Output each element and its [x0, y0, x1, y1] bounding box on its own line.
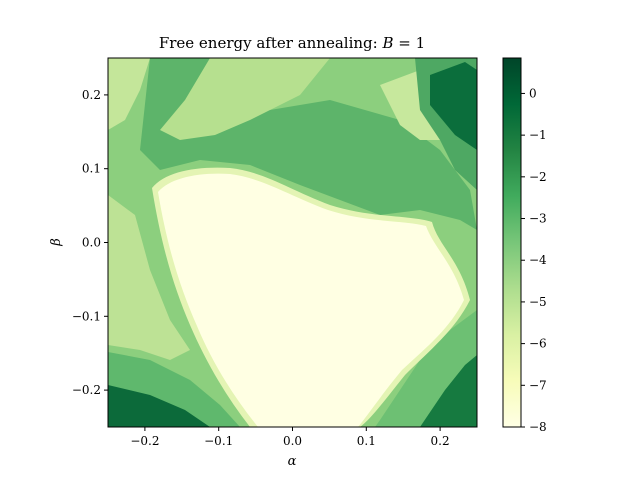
colorbar-tick-label: 0 — [529, 86, 537, 100]
region-upper-right-dark — [430, 62, 477, 150]
region-lower-right-dark — [420, 355, 477, 427]
colorbar-tick-label: −1 — [529, 128, 547, 142]
colorbar-tick-label: −5 — [529, 295, 547, 309]
x-tick-label: 0.2 — [431, 434, 450, 448]
y-tick-label: 0.0 — [82, 236, 101, 250]
x-tick-label: 0.1 — [357, 434, 376, 448]
x-axis-label: α — [288, 454, 297, 469]
x-tick-label: 0.0 — [283, 434, 302, 448]
colorbar-tick-label: −3 — [529, 212, 547, 226]
colorbar-tick-label: −8 — [529, 420, 547, 434]
y-tick-label: −0.1 — [72, 309, 101, 323]
x-tick-label: −0.2 — [130, 434, 159, 448]
chart-title-variable: B — [381, 34, 393, 52]
y-tick-label: −0.2 — [72, 383, 101, 397]
region-central-basin — [158, 173, 464, 427]
x-tick-label: −0.1 — [204, 434, 233, 448]
y-axis-ticks: −0.2 −0.1 0.0 0.1 0.2 — [72, 88, 108, 397]
colorbar-tick-label: −7 — [529, 378, 547, 392]
chart-title-suffix: = 1 — [394, 34, 426, 52]
y-tick-label: 0.2 — [82, 88, 101, 102]
colorbar-tick-label: −6 — [529, 337, 547, 351]
chart-title: Free energy after annealing: B = 1 — [159, 34, 425, 52]
region-left-light — [108, 195, 190, 360]
region-upper-ridge-light — [160, 58, 330, 140]
colorbar — [502, 57, 522, 428]
x-axis-ticks: −0.2 −0.1 0.0 0.1 0.2 — [130, 427, 450, 448]
region-lower-left-dark — [108, 385, 210, 427]
chart-title-prefix: Free energy after annealing: — [159, 34, 383, 52]
region-upper-left-light — [108, 58, 150, 130]
heatmap-field — [108, 58, 477, 427]
y-axis-label: β — [49, 238, 64, 247]
colorbar-ticks: 0 −1 −2 −3 −4 −5 −6 −7 −8 — [521, 86, 547, 434]
y-tick-label: 0.1 — [82, 162, 101, 176]
colorbar-tick-label: −2 — [529, 170, 547, 184]
colorbar-tick-label: −4 — [529, 253, 547, 267]
